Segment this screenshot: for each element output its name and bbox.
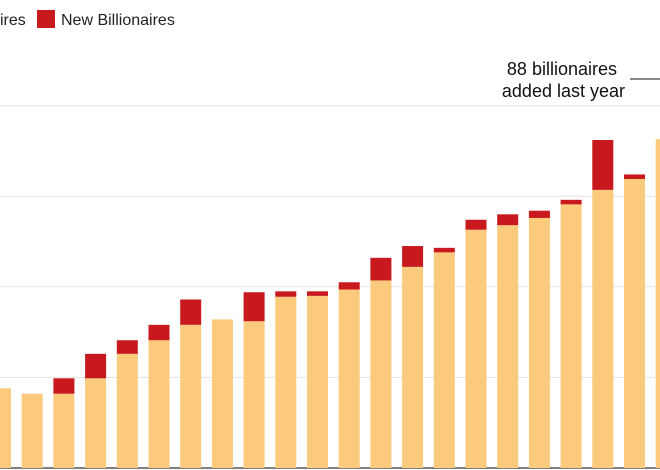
bar-new-billionaires: [402, 246, 424, 267]
bar-billionaires: [624, 178, 645, 468]
bar-billionaires: [116, 353, 138, 468]
legend-swatch-new-billionaires: [37, 10, 55, 28]
bar-billionaires: [275, 296, 297, 468]
bar-billionaires: [85, 378, 107, 468]
gridlines: [0, 105, 660, 469]
annotation-line-2: added last year: [502, 81, 625, 101]
legend: ires New Billionaires: [0, 10, 175, 29]
bar-billionaires: [338, 289, 360, 468]
bar-new-billionaires: [465, 219, 487, 230]
bar-new-billionaires: [85, 353, 107, 379]
bar-billionaires: [0, 388, 11, 468]
bar-new-billionaires: [53, 378, 75, 394]
bar-billionaires: [402, 266, 424, 468]
bar-billionaires: [243, 321, 265, 468]
bar-new-billionaires: [528, 210, 550, 218]
bar-new-billionaires: [307, 291, 328, 296]
legend-label-new-billionaires: New Billionaires: [61, 12, 175, 29]
bar-billionaires: [433, 252, 455, 468]
bars: [0, 139, 660, 468]
bar-billionaires: [307, 295, 328, 468]
bar-billionaires: [592, 189, 614, 468]
bar-billionaires: [560, 204, 582, 468]
legend-label-billionaires: ires: [0, 12, 26, 29]
bar-new-billionaires: [180, 299, 202, 325]
bar-billionaires: [655, 139, 660, 468]
bar-billionaires: [497, 225, 519, 468]
bar-new-billionaires: [433, 247, 455, 253]
bar-billionaires: [148, 340, 170, 468]
bar-billionaires: [180, 324, 202, 468]
bar-new-billionaires: [560, 199, 582, 205]
bar-new-billionaires: [148, 324, 170, 341]
bar-new-billionaires: [592, 140, 614, 190]
bar-billionaires: [370, 280, 392, 468]
bar-new-billionaires: [275, 291, 297, 297]
bar-billionaires: [211, 319, 233, 468]
bar-billionaires: [53, 393, 75, 468]
bar-billionaires: [528, 217, 550, 468]
bar-new-billionaires: [370, 257, 392, 281]
bar-new-billionaires: [338, 282, 360, 290]
annotation: 88 billionaires added last year: [502, 59, 660, 101]
bar-billionaires: [21, 393, 43, 468]
annotation-line-1: 88 billionaires: [507, 59, 617, 79]
bar-new-billionaires: [116, 340, 138, 354]
bar-new-billionaires: [624, 174, 645, 179]
bar-new-billionaires: [497, 214, 519, 226]
bar-billionaires: [465, 229, 487, 468]
bar-new-billionaires: [243, 292, 265, 322]
